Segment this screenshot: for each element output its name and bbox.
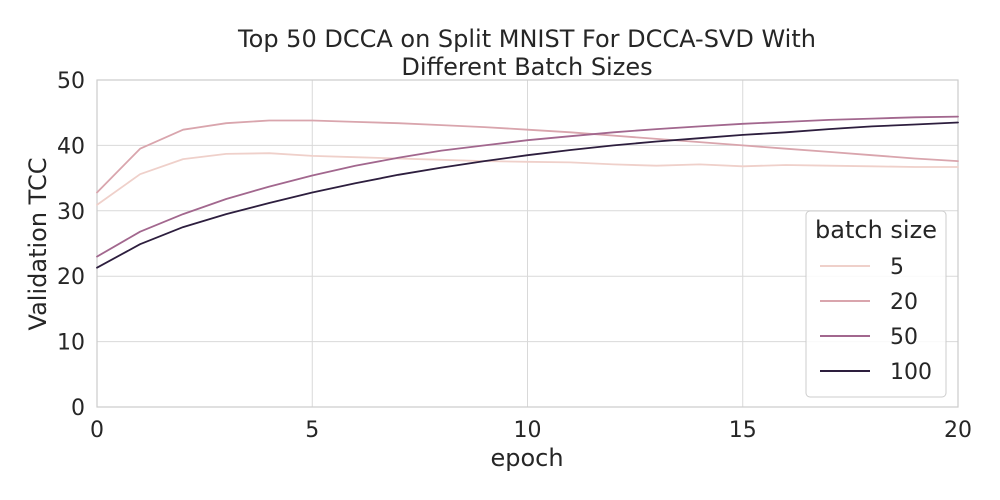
series-line-50 — [96, 115, 959, 258]
legend-label-20: 20 — [890, 290, 918, 315]
y-tick-label: 20 — [57, 265, 85, 290]
x-tick-label: 0 — [90, 418, 104, 443]
legend-entries: 5 20 50 100 — [820, 255, 932, 385]
legend: batch size 5 20 50 100 — [805, 210, 947, 398]
tick-labels: 0 5 10 15 20 0 10 20 30 40 50 — [57, 69, 972, 443]
chart-title-line-2: Different Batch Sizes — [401, 53, 652, 81]
series-line-20 — [96, 119, 959, 194]
legend-title: batch size — [815, 216, 937, 244]
legend-label-100: 100 — [890, 360, 932, 385]
x-tick-label: 10 — [514, 418, 542, 443]
legend-label-5: 5 — [890, 255, 904, 280]
legend-box — [805, 210, 947, 398]
y-tick-label: 30 — [57, 200, 85, 225]
y-tick-label: 50 — [57, 69, 85, 94]
series-line-100 — [96, 121, 959, 269]
y-axis-label: Validation TCC — [24, 158, 52, 331]
y-tick-label: 40 — [57, 134, 85, 159]
series-line-5 — [96, 152, 959, 206]
x-tick-label: 5 — [305, 418, 319, 443]
plot-frame — [96, 79, 959, 408]
x-tick-label: 20 — [944, 418, 972, 443]
x-tick-label: 15 — [729, 418, 757, 443]
legend-label-50: 50 — [890, 325, 918, 350]
series-layer — [96, 115, 959, 269]
x-axis-label: epoch — [490, 444, 563, 472]
chart-title-line-1: Top 50 DCCA on Split MNIST For DCCA-SVD … — [237, 25, 816, 53]
y-tick-label: 10 — [57, 331, 85, 356]
y-tick-label: 0 — [71, 396, 85, 421]
